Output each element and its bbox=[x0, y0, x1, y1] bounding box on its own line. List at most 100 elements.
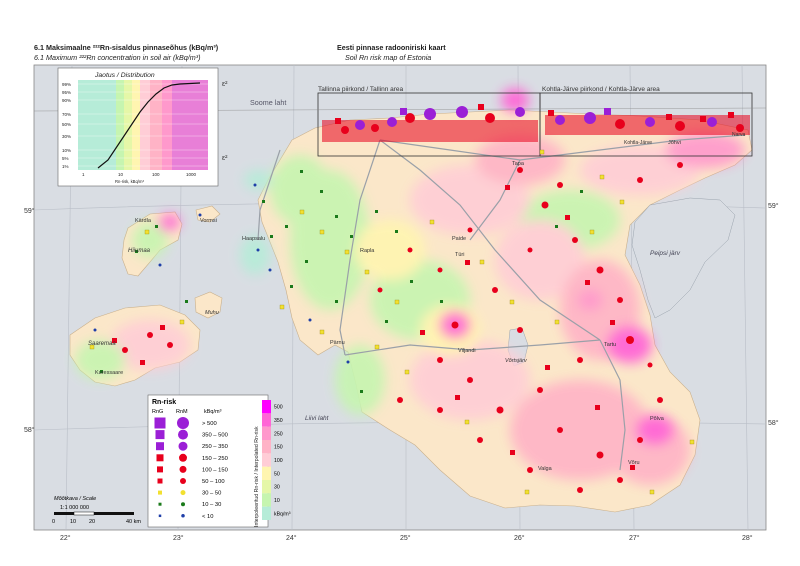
legend-class-label: 10 – 30 bbox=[202, 502, 221, 508]
legend-class-label: < 10 bbox=[202, 514, 213, 520]
distribution-title: Jaotus / Distribution bbox=[94, 72, 155, 79]
colorbar-tick-label: 500 bbox=[274, 405, 283, 411]
sample-points bbox=[89, 149, 695, 495]
legend: Rn-risk RnG RnM kBq/m³ > 500 350 – 500 250… bbox=[147, 394, 291, 528]
dist-ytick-95: 95% bbox=[62, 90, 71, 95]
legend-class-label: 150 – 250 bbox=[202, 456, 228, 462]
distribution-color-bands bbox=[78, 80, 208, 170]
lat-58-left: 58° bbox=[24, 426, 35, 434]
colorbar-segment bbox=[262, 426, 271, 440]
scale-tick-20: 20 bbox=[89, 519, 95, 525]
label-tapa: Tapa bbox=[512, 161, 525, 167]
label-tallinn-area: Tallinna piirkond / Tallinn area bbox=[318, 86, 404, 93]
left-subtitle: 6.1 Maximum ²²²Rn concentration in soil … bbox=[34, 53, 201, 62]
right-subtitle: Soil Rn risk map of Estonia bbox=[345, 53, 432, 62]
legend-rng-symbol bbox=[155, 430, 165, 440]
sigma-bottom: ε² bbox=[222, 155, 228, 162]
sigma-top: ε² bbox=[222, 81, 228, 88]
label-parnu: Pärnu bbox=[330, 340, 345, 346]
legend-class-label: 30 – 50 bbox=[202, 491, 221, 497]
scale-bar: Mõõtkava / Scale 1:1 000 000 0 10 20 40 … bbox=[52, 496, 141, 525]
lat-58-right: 58° bbox=[768, 419, 779, 427]
colorbar-segment bbox=[262, 440, 271, 454]
legend-class-label: 50 – 100 bbox=[202, 479, 225, 485]
legend-rng-symbol bbox=[154, 417, 166, 429]
dist-xtick-100: 100 bbox=[152, 172, 160, 177]
colorbar-segment bbox=[262, 506, 271, 520]
colorbar-segment bbox=[262, 493, 271, 507]
lon-22: 22° bbox=[60, 534, 71, 542]
dist-xtick-1: 1 bbox=[82, 172, 85, 177]
label-hiiumaa: Hiiumaa bbox=[128, 248, 151, 254]
legend-col-rnm: RnM bbox=[176, 409, 188, 415]
legend-rng-symbol bbox=[157, 466, 163, 473]
north-coast-high-values bbox=[322, 104, 750, 142]
dist-ytick-50: 50% bbox=[62, 122, 71, 127]
dist-ytick-10: 10% bbox=[62, 148, 71, 153]
lon-24: 24° bbox=[286, 534, 297, 542]
lat-59-right: 59° bbox=[768, 202, 779, 210]
label-narva: Narva bbox=[732, 132, 746, 138]
colorbar-segment bbox=[262, 400, 271, 414]
legend-rng-symbol bbox=[158, 502, 162, 506]
dist-xtick-10: 10 bbox=[118, 172, 124, 177]
label-kuressaare: Kuressaare bbox=[95, 370, 123, 376]
label-kardla: Kärdla bbox=[135, 218, 152, 224]
legend-rnm-symbol bbox=[179, 453, 187, 462]
dist-ytick-99: 99% bbox=[62, 82, 71, 87]
legend-rng-symbol bbox=[156, 454, 164, 462]
colorbar-tick-label: 100 bbox=[274, 458, 283, 464]
legend-rnm-symbol bbox=[181, 514, 185, 518]
label-vormsi: Vormsi bbox=[200, 218, 217, 224]
legend-rnm-symbol bbox=[180, 490, 186, 496]
scale-tick-40: 40 km bbox=[126, 519, 141, 525]
colorbar-tick-label: 350 bbox=[274, 418, 283, 424]
colorbar-tick-label: 150 bbox=[274, 445, 283, 451]
label-haapsalu: Haapsalu bbox=[242, 236, 265, 242]
legend-class-label: 100 – 150 bbox=[202, 467, 228, 473]
lon-27: 27° bbox=[629, 534, 640, 542]
dist-ytick-90: 90% bbox=[62, 98, 71, 103]
dist-ytick-70: 70% bbox=[62, 112, 71, 117]
label-paide: Paide bbox=[452, 236, 466, 242]
colorbar-segment bbox=[262, 466, 271, 480]
label-kohtla-jarve-town: Kohtla-Järve bbox=[624, 140, 652, 146]
label-soome-laht: Soome laht bbox=[250, 98, 286, 107]
legend-rng-symbol bbox=[158, 490, 162, 495]
colorbar-segment bbox=[262, 453, 271, 467]
legend-rnm-symbol bbox=[178, 429, 188, 440]
colorbar-tick-label: 50 bbox=[274, 471, 280, 477]
legend-col-unit: kBq/m³ bbox=[204, 409, 222, 415]
lon-26: 26° bbox=[514, 534, 525, 542]
label-polva: Põlva bbox=[650, 416, 665, 422]
label-saaremaa: Saaremaa bbox=[88, 341, 116, 347]
lake-peipsi bbox=[631, 197, 736, 319]
legend-rnm-symbol bbox=[178, 441, 188, 451]
legend-vertical-label: Interpoleeritud Rn-risk / Interpolated R… bbox=[254, 426, 260, 527]
label-kohtla-area: Kohtla-Järve piirkond / Kohtla-Järve are… bbox=[542, 86, 660, 93]
legend-class-label: 250 – 350 bbox=[202, 444, 228, 450]
colorbar-tick-label: kBq/m³ bbox=[274, 511, 291, 517]
colorbar-segment bbox=[262, 480, 271, 494]
dist-xlabel: Rn-risk, kBq/m³ bbox=[115, 179, 144, 184]
scale-label: Mõõtkava / Scale bbox=[54, 496, 96, 502]
colorbar-tick-label: 10 bbox=[274, 498, 280, 504]
kohtla-jarve-area-box bbox=[539, 92, 753, 157]
legend-rnm-symbol bbox=[177, 417, 189, 429]
vormsi-island bbox=[195, 205, 221, 223]
label-vortsjarv: Võrtsjärv bbox=[505, 358, 528, 364]
label-turi: Türi bbox=[455, 252, 464, 258]
dist-ytick-5: 5% bbox=[62, 156, 69, 161]
scale-tick-0: 0 bbox=[52, 519, 55, 525]
legend-rng-symbol bbox=[158, 514, 162, 518]
lon-23: 23° bbox=[173, 534, 184, 542]
label-voru: Võru bbox=[628, 460, 640, 466]
label-liivi-laht: Liivi laht bbox=[305, 415, 330, 422]
label-muhu: Muhu bbox=[205, 310, 219, 316]
scale-ratio: 1:1 000 000 bbox=[60, 505, 89, 511]
legend-title: Rn-risk bbox=[152, 399, 176, 406]
legend-class-label: > 500 bbox=[202, 421, 217, 427]
right-title: Eesti pinnase radooniriski kaart bbox=[337, 43, 446, 52]
label-valga: Valga bbox=[538, 466, 553, 472]
